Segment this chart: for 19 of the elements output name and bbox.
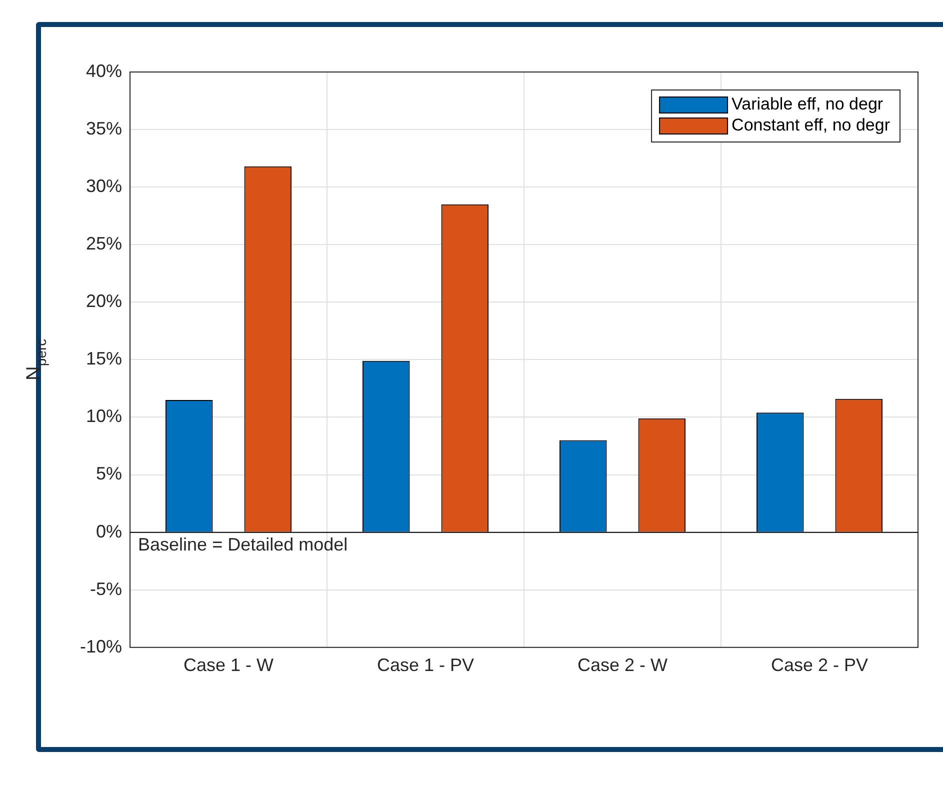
y-tick-label: 30% <box>86 176 122 196</box>
y-tick-label: 15% <box>86 348 122 369</box>
y-tick-label: 20% <box>86 291 122 312</box>
y-axis-title: Nperc <box>23 338 50 381</box>
y-tick-label: -5% <box>90 578 122 599</box>
y-tick-label: 35% <box>86 118 122 139</box>
annotation: Baseline = Detailed model <box>138 534 348 554</box>
y-tick-label: -10% <box>80 636 122 656</box>
legend-label: Constant eff, no degr <box>732 116 890 135</box>
x-tick-label: Case 2 - PV <box>770 655 868 676</box>
y-tick-label: 0% <box>96 521 122 542</box>
x-tick-label: Case 1 - W <box>184 655 274 676</box>
y-tick-label: 25% <box>86 234 122 254</box>
y-tick-label: 5% <box>96 464 122 484</box>
legend-label: Variable eff, no degr <box>732 94 884 114</box>
y-tick-label: 40% <box>86 60 122 81</box>
y-tick-label: 10% <box>86 406 122 426</box>
x-tick-label: Case 1 - PV <box>376 655 474 676</box>
x-tick-label: Case 2 - W <box>577 655 668 676</box>
